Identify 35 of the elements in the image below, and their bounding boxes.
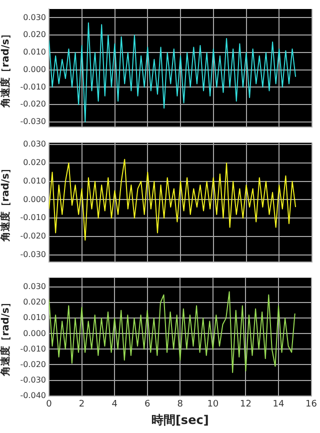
x-tick-label: 12 — [240, 400, 252, 410]
y-tick-label: -0.030 — [20, 375, 46, 384]
y-tick-label: 0.020 — [23, 298, 46, 307]
y-axis-title: 角速度［rad/s］ — [0, 28, 12, 108]
y-tick-label: 0.020 — [23, 30, 46, 40]
y-axis-title: 角速度［rad/s］ — [0, 298, 12, 378]
y-tick-label: -0.040 — [20, 390, 46, 400]
y-tick-label: 0.000 — [23, 194, 46, 204]
y-tick-label: -0.010 — [20, 344, 46, 354]
x-tick-label: 0 — [46, 400, 52, 410]
y-tick-label: 0.010 — [23, 48, 46, 57]
y-tick-label: -0.020 — [20, 100, 46, 109]
y-tick-label: -0.030 — [20, 117, 46, 126]
y-tick-label: -0.020 — [20, 232, 46, 241]
x-axis-title: 時間[sec] — [151, 412, 209, 427]
y-tick-label: 0.000 — [23, 64, 46, 74]
y-tick-label: 0.020 — [23, 158, 46, 168]
y-tick-label: 0.030 — [23, 140, 46, 149]
x-tick-label: 8 — [177, 400, 184, 410]
y-tick-label: -0.010 — [20, 82, 46, 92]
y-tick-label: 0.010 — [23, 176, 46, 186]
y-tick-label: 0.030 — [23, 282, 46, 292]
x-tick-label: 6 — [144, 400, 150, 410]
x-tick-label: 16 — [306, 400, 318, 410]
x-tick-label: 14 — [272, 400, 284, 410]
y-axis-title: 角速度［rad/s］ — [0, 163, 12, 243]
y-tick-label: -0.010 — [20, 213, 46, 222]
x-tick-label: 10 — [207, 400, 219, 410]
y-tick-label: -0.020 — [20, 360, 46, 369]
y-tick-label: 0.010 — [23, 313, 46, 322]
y-tick-label: -0.030 — [20, 250, 46, 259]
x-tick-label: 2 — [78, 400, 85, 410]
x-tick-label: 4 — [112, 400, 118, 410]
y-tick-label: 0.000 — [23, 328, 46, 338]
y-tick-label: 0.030 — [23, 12, 46, 22]
